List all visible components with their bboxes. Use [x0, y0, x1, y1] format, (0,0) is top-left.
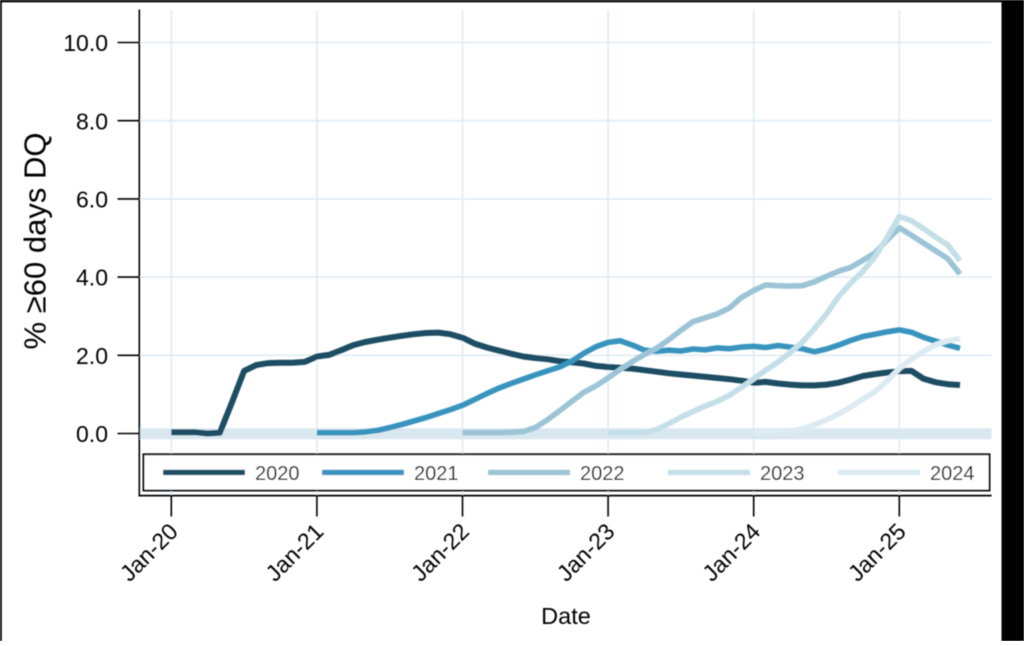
svg-text:2023: 2023	[760, 463, 805, 485]
svg-text:% ≥60 days DQ: % ≥60 days DQ	[18, 133, 53, 350]
svg-text:6.0: 6.0	[76, 187, 108, 213]
svg-text:8.0: 8.0	[76, 108, 108, 134]
svg-text:10.0: 10.0	[63, 30, 108, 56]
svg-text:2020: 2020	[255, 463, 300, 485]
svg-text:2024: 2024	[930, 463, 975, 485]
svg-text:Date: Date	[541, 603, 591, 629]
svg-text:2.0: 2.0	[76, 343, 108, 369]
svg-text:0.0: 0.0	[76, 421, 108, 447]
svg-text:2022: 2022	[580, 463, 625, 485]
svg-text:4.0: 4.0	[76, 265, 108, 291]
svg-text:2021: 2021	[414, 463, 459, 485]
